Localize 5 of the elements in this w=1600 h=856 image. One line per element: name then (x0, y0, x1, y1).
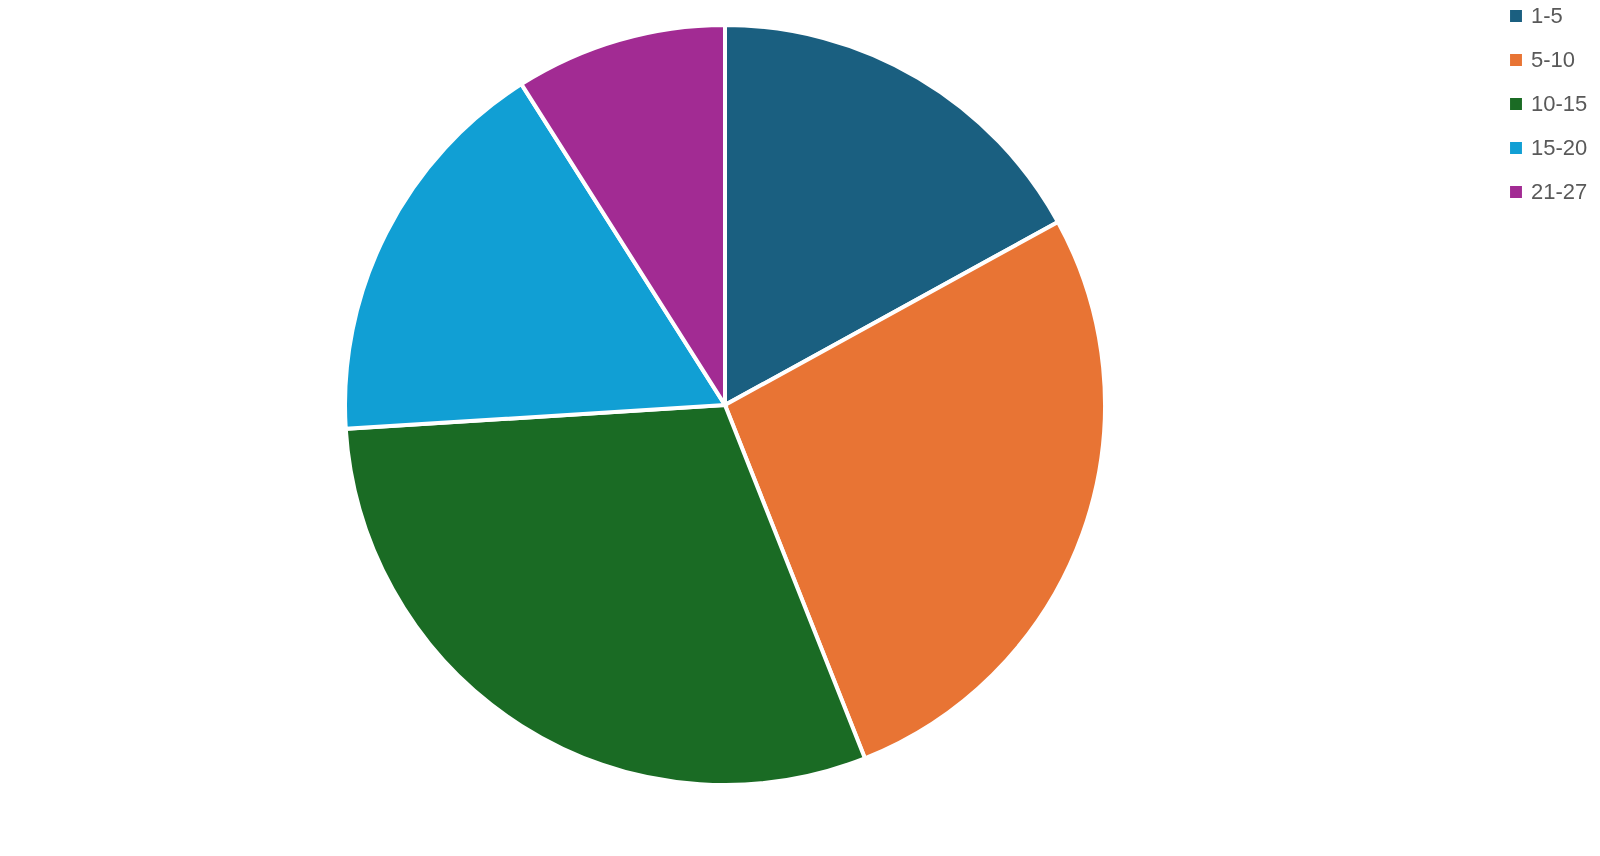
legend-label: 1-5 (1531, 3, 1563, 28)
legend-label: 10-15 (1531, 91, 1588, 116)
legend-label: 15-20 (1531, 135, 1588, 160)
legend-label: 21-27 (1531, 179, 1588, 204)
legend-label: 5-10 (1531, 47, 1576, 72)
